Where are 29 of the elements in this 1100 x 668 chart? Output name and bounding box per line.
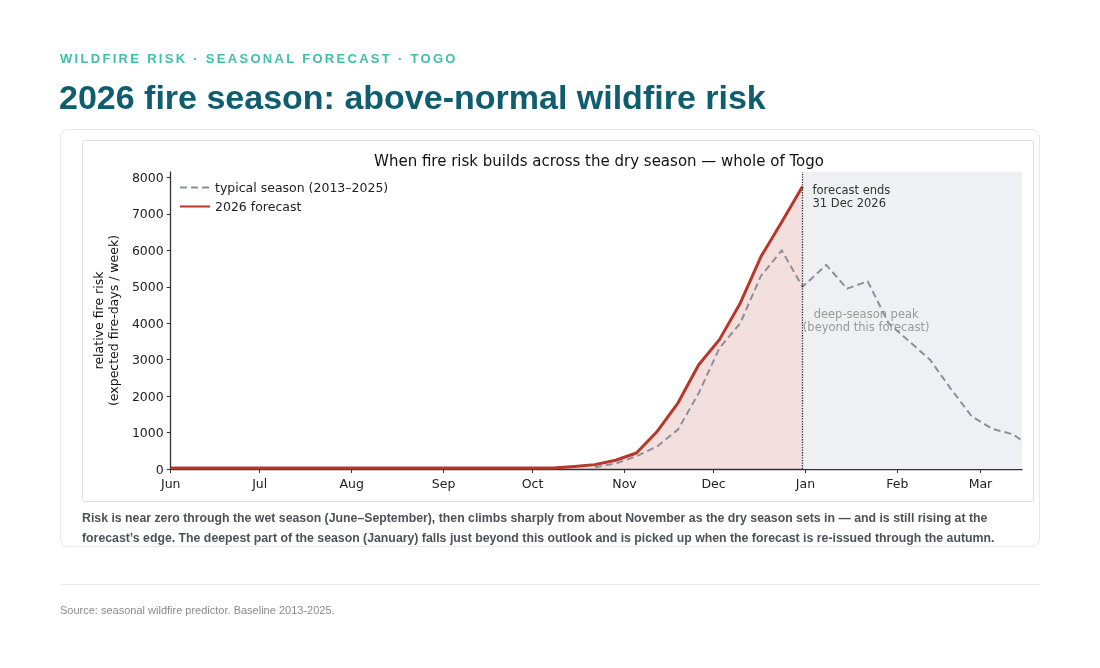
- x-tick-label: Aug: [339, 476, 364, 491]
- y-tick-label: 3000: [131, 352, 164, 368]
- x-tick-label: Feb: [886, 476, 909, 491]
- legend-label: typical season (2013–2025): [215, 180, 389, 195]
- x-tick-label: Dec: [701, 476, 726, 491]
- y-tick-label: 2000: [131, 388, 164, 404]
- x-tick-label: Jul: [251, 476, 268, 491]
- chart-subtitle: When fire risk builds across the dry season — whole of Togo: [374, 151, 824, 170]
- line-series: [593, 249, 1023, 469]
- y-tick-label: 1000: [131, 425, 164, 441]
- y-tick-label: 7000: [131, 206, 164, 222]
- text: Risk is near zero through the wet season (June–September), then climbs sharply from about November as the dry season sets in — and is still rising at the forecast’s edge. The deepest part of the season (January) falls just beyond this outlook and is picked up when the forecast is re-issued through the autumn.: [82, 510, 996, 547]
- ref-line-label: forecast ends 31 Dec 2026: [812, 182, 891, 211]
- y-tick-label: 8000: [131, 169, 164, 185]
- x-tick-label: Nov: [612, 476, 638, 491]
- x-tick-label: Oct: [521, 476, 544, 491]
- y-tick-label: 0: [155, 461, 164, 477]
- x-tick-label: Mar: [968, 476, 994, 491]
- legend-label: 2026 forecast: [215, 199, 302, 214]
- y-axis-title: relative fire risk (expected fire-days / week): [91, 234, 121, 407]
- y-tick-label: 5000: [131, 279, 164, 295]
- y-tick-label: 4000: [131, 315, 164, 331]
- x-tick-label: Sep: [431, 476, 456, 491]
- y-tick-label: 6000: [131, 242, 164, 258]
- x-tick-label: Jun: [159, 476, 181, 491]
- text: WILDFIRE RISK · SEASONAL FORECAST · TOGO: [60, 51, 458, 66]
- x-tick-label: Jan: [794, 476, 816, 491]
- chart-title: 2026 fire season: above-normal wildfire risk: [59, 78, 766, 117]
- source-note: Source: seasonal wildfire predictor. Baseline 2013-2025.: [60, 604, 335, 616]
